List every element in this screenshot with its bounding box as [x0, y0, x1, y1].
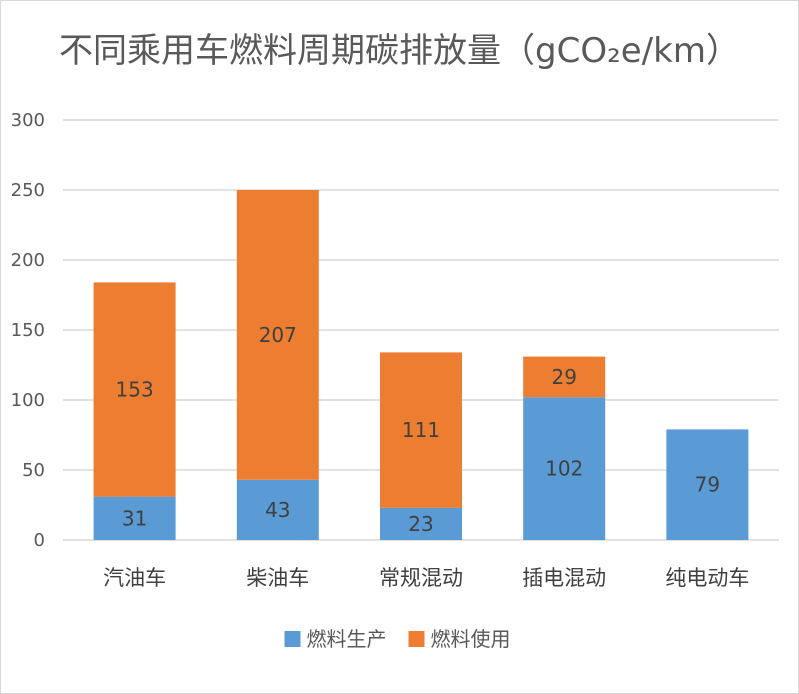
bar-segment [236, 190, 319, 480]
y-tick-label: 50 [22, 460, 45, 481]
y-tick-label: 100 [11, 390, 45, 411]
legend-label: 燃料使用 [431, 627, 511, 651]
bar-segment [666, 429, 749, 540]
x-tick-label: 柴油车 [246, 566, 309, 590]
legend-swatch [408, 631, 425, 647]
chart-title: 不同乘用车燃料周期碳排放量（gCO₂e/km） [59, 31, 740, 71]
bar-segment [93, 496, 176, 540]
data-label: 111 [402, 418, 440, 442]
x-tick-label: 汽油车 [103, 566, 166, 590]
y-tick-label: 0 [34, 530, 45, 551]
y-tick-label: 200 [11, 250, 45, 271]
x-tick-label: 常规混动 [379, 566, 463, 590]
bar-segment [380, 352, 462, 508]
data-label: 79 [695, 473, 720, 497]
x-tick-label: 插电混动 [522, 566, 606, 590]
data-label: 29 [551, 365, 576, 389]
legend-label: 燃料生产 [307, 627, 387, 651]
y-tick-label: 300 [11, 110, 45, 131]
data-label: 153 [116, 378, 154, 402]
legend-swatch [284, 631, 301, 647]
bar-segment [523, 356, 606, 398]
y-tick-label: 150 [11, 320, 45, 341]
data-label: 31 [122, 506, 147, 530]
data-label: 102 [545, 457, 583, 481]
data-label: 43 [265, 498, 290, 522]
y-tick-label: 250 [11, 180, 45, 201]
data-label: 207 [259, 323, 297, 347]
data-label: 23 [408, 512, 433, 536]
bar-segment [380, 507, 462, 540]
x-tick-label: 纯电动车 [665, 566, 749, 590]
bar-segment [523, 397, 606, 540]
bar-segment [236, 479, 319, 540]
bar-segment [93, 282, 176, 497]
